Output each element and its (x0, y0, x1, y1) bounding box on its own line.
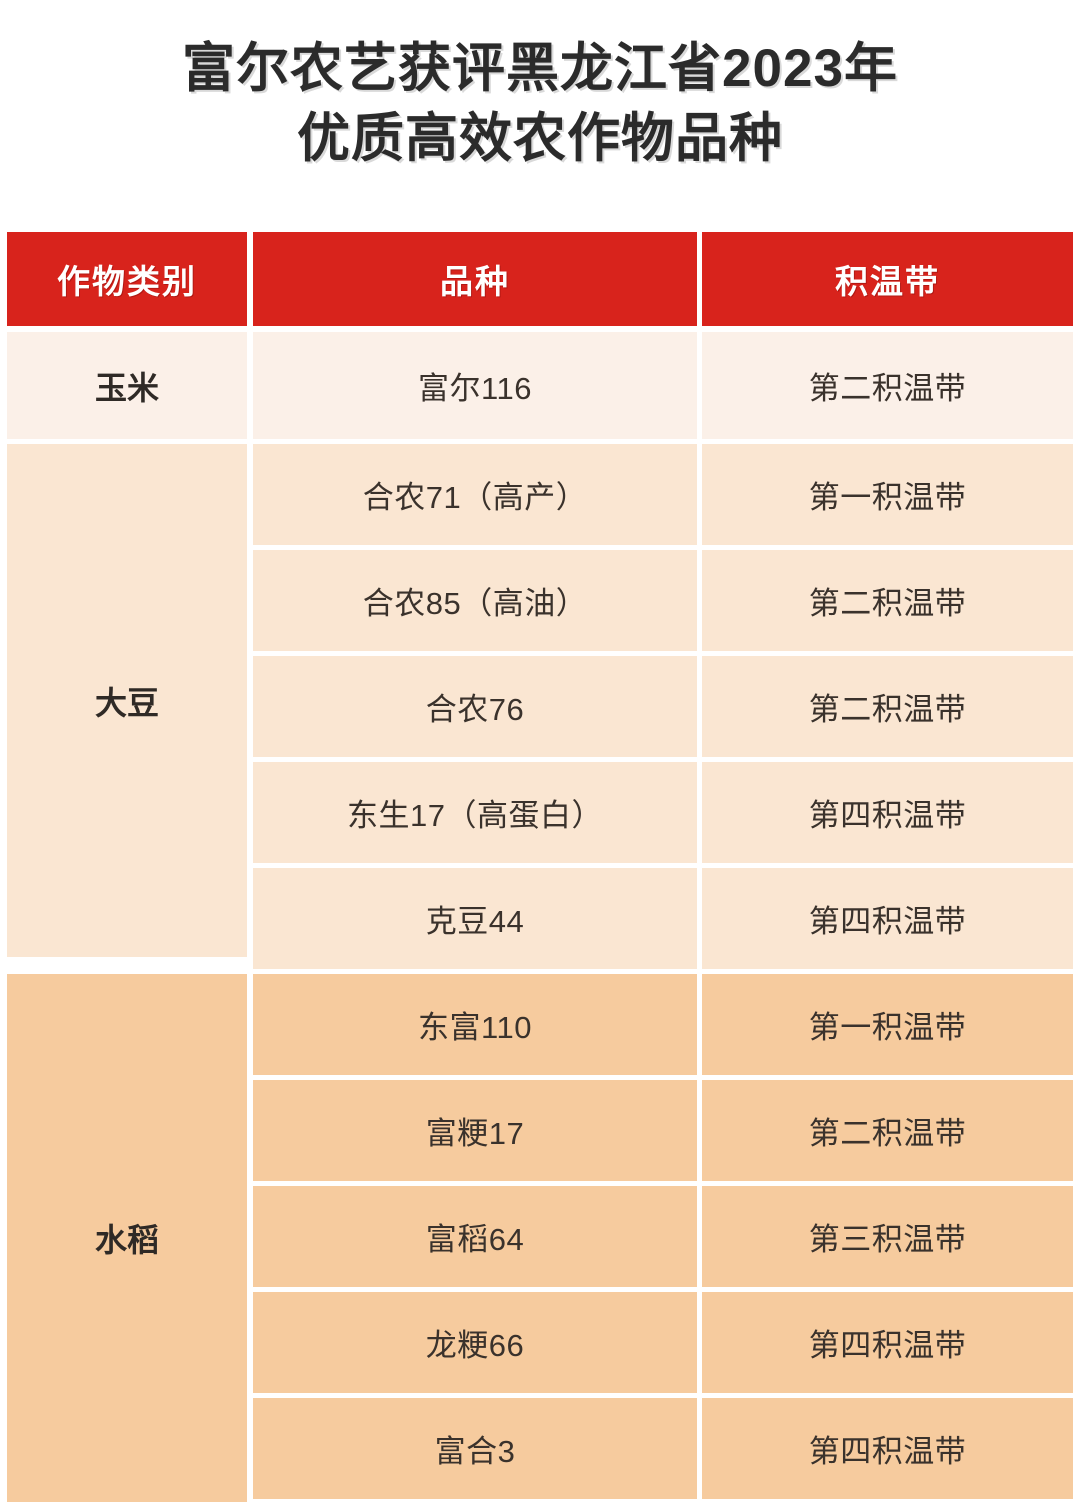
category-cell: 水稻 (7, 974, 247, 1502)
page-title: 富尔农艺获评黑龙江省2023年 优质高效农作物品种 (0, 0, 1080, 174)
table-group-rice: 水稻 东富110 第一积温带 富粳17 第二积温带 富稻64 第三积温带 (7, 974, 1073, 1502)
table-group-corn: 玉米 富尔116 第二积温带 (7, 332, 1073, 439)
table-row: 合农76 第二积温带 (253, 656, 1073, 757)
page-title-line-2: 优质高效农作物品种 (297, 108, 783, 168)
variety-cell: 富粳17 (253, 1080, 697, 1181)
variety-cell: 合农71（高产） (253, 444, 697, 545)
group-rows: 合农71（高产） 第一积温带 合农85（高油） 第二积温带 合农76 第二积温带… (253, 444, 1073, 969)
zone-cell: 第三积温带 (702, 1186, 1073, 1287)
group-rows: 富尔116 第二积温带 (253, 332, 1073, 439)
table-row: 东富110 第一积温带 (253, 974, 1073, 1075)
page-title-line-1: 富尔农艺获评黑龙江省2023年 (182, 39, 898, 98)
table-row: 富稻64 第三积温带 (253, 1186, 1073, 1287)
table-group-soybean: 大豆 合农71（高产） 第一积温带 合农85（高油） 第二积温带 合农76 第二… (7, 444, 1073, 969)
variety-cell: 东富110 (253, 974, 697, 1075)
zone-cell: 第二积温带 (702, 656, 1073, 757)
variety-cell: 富尔116 (253, 332, 697, 439)
table-row: 东生17（高蛋白） 第四积温带 (253, 762, 1073, 863)
variety-cell: 克豆44 (253, 868, 697, 969)
table-row: 克豆44 第四积温带 (253, 868, 1073, 969)
category-cell: 大豆 (7, 444, 247, 957)
zone-cell: 第四积温带 (702, 868, 1073, 969)
crop-variety-table: 作物类别 品种 积温带 玉米 富尔116 第二积温带 大豆 (7, 232, 1073, 1502)
group-rows: 东富110 第一积温带 富粳17 第二积温带 富稻64 第三积温带 龙粳66 (253, 974, 1073, 1502)
table-header-row: 作物类别 品种 积温带 (7, 232, 1073, 326)
variety-cell: 富合3 (253, 1398, 697, 1499)
table-row: 富尔116 第二积温带 (253, 332, 1073, 439)
column-header-variety: 品种 (253, 232, 697, 326)
table-row: 合农85（高油） 第二积温带 (253, 550, 1073, 651)
column-header-category: 作物类别 (7, 232, 247, 326)
zone-cell: 第二积温带 (702, 550, 1073, 651)
zone-cell: 第一积温带 (702, 974, 1073, 1075)
zone-cell: 第四积温带 (702, 1398, 1073, 1499)
category-cell: 玉米 (7, 332, 247, 439)
variety-cell: 富稻64 (253, 1186, 697, 1287)
variety-cell: 合农76 (253, 656, 697, 757)
zone-cell: 第一积温带 (702, 444, 1073, 545)
table-row: 合农71（高产） 第一积温带 (253, 444, 1073, 545)
variety-cell: 合农85（高油） (253, 550, 697, 651)
zone-cell: 第四积温带 (702, 762, 1073, 863)
zone-cell: 第四积温带 (702, 1292, 1073, 1393)
zone-cell: 第二积温带 (702, 1080, 1073, 1181)
column-header-zone: 积温带 (702, 232, 1073, 326)
variety-cell: 龙粳66 (253, 1292, 697, 1393)
table-row: 富合3 第四积温带 (253, 1398, 1073, 1499)
variety-cell: 东生17（高蛋白） (253, 762, 697, 863)
table-row: 富粳17 第二积温带 (253, 1080, 1073, 1181)
zone-cell: 第二积温带 (702, 332, 1073, 439)
table-row: 龙粳66 第四积温带 (253, 1292, 1073, 1393)
